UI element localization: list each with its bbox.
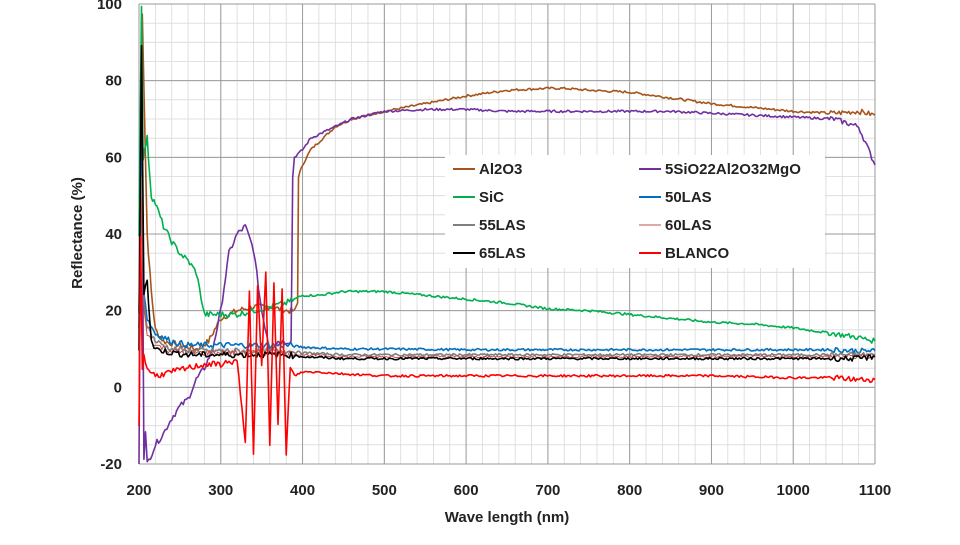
x-tick-label: 300 <box>208 482 233 499</box>
series-line-blanco <box>138 235 876 456</box>
legend-label: Al2O3 <box>479 161 522 178</box>
legend-label: 65LAS <box>479 245 526 262</box>
legend-label: SiC <box>479 189 504 206</box>
x-tick-label: 1000 <box>777 482 810 499</box>
y-axis-title: Reflectance (%) <box>69 177 86 289</box>
legend-label: BLANCO <box>665 245 729 262</box>
x-tick-label: 1100 <box>859 482 892 499</box>
x-tick-label: 800 <box>617 482 642 499</box>
x-tick-label: 600 <box>454 482 479 499</box>
legend-label: 55LAS <box>479 217 526 234</box>
y-tick-label: 0 <box>114 379 122 396</box>
series-layer <box>138 5 876 465</box>
x-tick-label: 900 <box>699 482 724 499</box>
x-axis-title: Wave length (nm) <box>445 509 569 526</box>
legend: Al2O3 5SiO22Al2O32MgO SiC 50LAS 55LAS 60LAS 65… <box>445 155 825 268</box>
y-tick-label: 20 <box>105 303 122 320</box>
y-tick-label: 100 <box>97 0 122 13</box>
series-line-65las <box>138 44 876 363</box>
x-tick-label: 700 <box>535 482 560 499</box>
y-tick-label: 60 <box>105 149 122 166</box>
x-tick-label: 400 <box>290 482 315 499</box>
legend-label: 5SiO22Al2O32MgO <box>665 161 801 178</box>
x-tick-label: 200 <box>126 482 151 499</box>
y-tick-label: -20 <box>100 456 122 473</box>
y-tick-label: 40 <box>105 226 122 243</box>
x-tick-label: 500 <box>372 482 397 499</box>
y-tick-label: 80 <box>105 73 122 90</box>
legend-label: 50LAS <box>665 189 712 206</box>
series-line-5sio22al2o32mgo <box>138 63 876 465</box>
legend-box <box>445 155 825 268</box>
tick-labels: 200 300 400 500 600 700 800 900 1000 1100 -20 0 20 40… <box>97 0 891 499</box>
legend-label: 60LAS <box>665 217 712 234</box>
